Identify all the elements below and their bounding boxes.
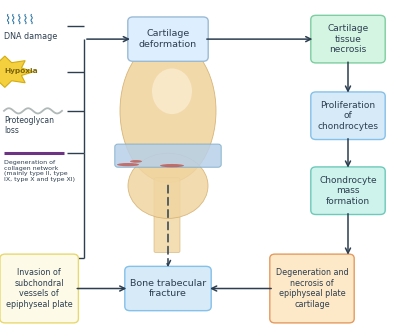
Ellipse shape bbox=[130, 160, 142, 163]
Text: Bone trabecular
fracture: Bone trabecular fracture bbox=[130, 279, 206, 298]
FancyBboxPatch shape bbox=[311, 92, 385, 140]
Text: Degeneration of
collagen network
(mainly type II, type
IX, type X and type XI): Degeneration of collagen network (mainly… bbox=[4, 160, 75, 182]
FancyBboxPatch shape bbox=[128, 17, 208, 61]
Text: Chondrocyte
mass
formation: Chondrocyte mass formation bbox=[319, 176, 377, 206]
FancyBboxPatch shape bbox=[125, 266, 211, 311]
Polygon shape bbox=[0, 56, 34, 87]
Ellipse shape bbox=[128, 153, 208, 218]
Ellipse shape bbox=[160, 164, 184, 167]
FancyBboxPatch shape bbox=[311, 15, 385, 63]
Ellipse shape bbox=[120, 39, 216, 183]
Text: Degeneration and
necrosis of
epiphyseal plate
cartilage: Degeneration and necrosis of epiphyseal … bbox=[276, 268, 348, 309]
FancyBboxPatch shape bbox=[154, 178, 180, 253]
Text: Proliferation
of
chondrocytes: Proliferation of chondrocytes bbox=[318, 101, 378, 131]
Text: Invasion of
subchondral
vessels of
epiphyseal plate: Invasion of subchondral vessels of epiph… bbox=[6, 268, 72, 309]
Text: Hypoxia: Hypoxia bbox=[4, 68, 38, 74]
Text: DNA damage: DNA damage bbox=[4, 32, 57, 41]
Text: Proteoglycan
loss: Proteoglycan loss bbox=[4, 116, 54, 135]
Text: ⌇⌇⌇⌇⌇: ⌇⌇⌇⌇⌇ bbox=[4, 14, 35, 27]
Text: Cartilage
deformation: Cartilage deformation bbox=[139, 29, 197, 49]
FancyBboxPatch shape bbox=[270, 254, 354, 323]
Ellipse shape bbox=[117, 163, 139, 166]
Text: Cartilage
tissue
necrosis: Cartilage tissue necrosis bbox=[327, 24, 369, 54]
FancyBboxPatch shape bbox=[115, 144, 221, 167]
FancyBboxPatch shape bbox=[311, 167, 385, 215]
Ellipse shape bbox=[152, 68, 192, 114]
FancyBboxPatch shape bbox=[0, 254, 78, 323]
